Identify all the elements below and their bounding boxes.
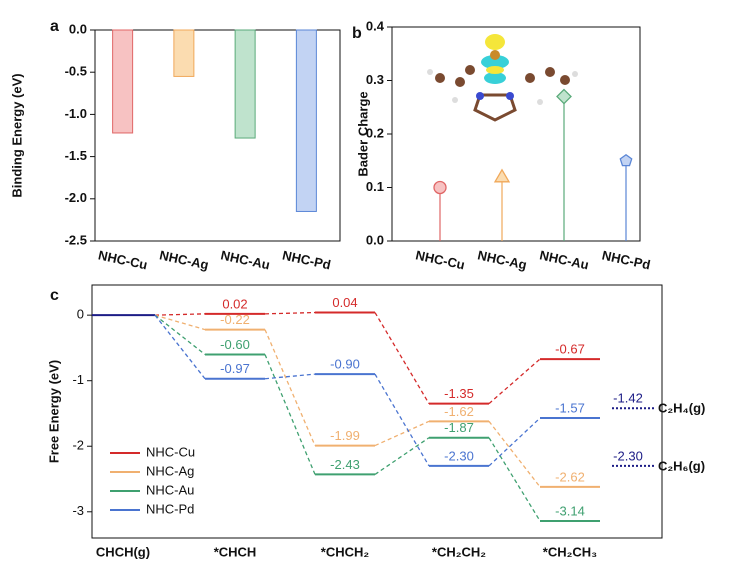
x-tick-label: NHC-Au [538,247,590,272]
y-tick-label: 0.0 [366,232,384,247]
y-tick-label: -2.5 [65,232,87,247]
connector [264,373,316,380]
y-tick-label: -1.0 [65,106,87,121]
connector [488,437,541,522]
reference-value: -1.42 [613,391,643,406]
connector [488,358,541,405]
value-label: -1.99 [330,428,360,443]
molecule-inset [427,34,578,122]
panel-label: c [50,287,59,304]
value-label: -0.22 [220,312,250,327]
connector [264,311,316,315]
value-label: -0.90 [330,357,360,372]
marker [433,180,447,195]
legend-label: NHC-Pd [146,501,194,516]
y-tick-label: 0.0 [69,21,87,36]
value-label: 0.02 [222,296,247,311]
reference-value: -2.30 [613,448,643,463]
connector [154,314,206,380]
connector [374,373,430,467]
x-tick-label: *CH₂CH₂ [432,544,486,559]
connector [374,420,430,447]
value-label: -0.67 [555,342,585,357]
value-label: -2.62 [555,469,585,484]
x-tick-label: CHCH(g) [96,544,150,559]
legend-label: NHC-Au [146,482,194,497]
y-tick-label: -1.5 [65,148,87,163]
y-axis-label: Bader Charge [355,91,370,176]
y-tick-label: -2.0 [65,190,87,205]
y-axis-label: Binding Energy (eV) [9,73,24,197]
y-tick-label: -3 [72,503,84,518]
y-tick-label: -1 [72,372,84,387]
value-label: -0.97 [220,361,250,376]
connector [154,314,206,331]
x-tick-label: NHC-Au [219,247,271,272]
value-label: -1.87 [444,420,474,435]
y-tick-label: -0.5 [65,64,87,79]
marker [619,153,633,167]
value-label: -2.43 [330,457,360,472]
y-tick-label: 0.4 [366,18,385,33]
bar [112,29,134,134]
marker [493,168,511,183]
bar [234,29,256,139]
x-tick-label: NHC-Ag [158,247,210,272]
axes-frame [94,29,341,242]
value-label: -3.14 [555,503,585,518]
x-tick-label: *CHCH [214,544,257,559]
reference-label: C₂H₄(g) [658,401,705,416]
connector [154,313,206,316]
connector [154,314,206,355]
marker [556,88,572,105]
y-axis-label: Free Energy (eV) [46,360,61,463]
x-tick-label: NHC-Cu [414,247,466,272]
x-tick-label: *CHCH₂ [321,544,370,559]
bar [295,29,317,212]
axes-frame [391,26,641,242]
connector [374,437,430,475]
connector [488,420,541,488]
y-tick-label: 0.1 [366,179,384,194]
value-label: 0.04 [332,295,357,310]
x-tick-label: NHC-Cu [97,247,149,272]
value-label: -1.57 [555,400,585,415]
value-label: -2.30 [444,448,474,463]
y-tick-label: 0.2 [366,125,384,140]
panel-label: b [352,25,362,42]
y-tick-label: 0.3 [366,72,384,87]
connector [374,312,430,404]
connector [264,329,316,446]
x-tick-label: NHC-Pd [601,248,652,273]
panel-label: a [50,18,59,35]
connector [488,417,541,467]
value-label: -0.60 [220,337,250,352]
reference-label: C₂H₆(g) [658,458,705,473]
connector [264,354,316,475]
x-tick-label: *CH₂CH₃ [543,544,597,559]
bar [173,29,195,77]
x-tick-label: NHC-Pd [281,248,332,273]
legend-label: NHC-Ag [146,463,194,478]
y-tick-label: 0 [77,307,84,322]
axes-frame [91,284,663,539]
x-tick-label: NHC-Ag [476,247,528,272]
value-label: -1.62 [444,404,474,419]
legend-label: NHC-Cu [146,444,195,459]
value-label: -1.35 [444,386,474,401]
y-tick-label: -2 [72,438,84,453]
